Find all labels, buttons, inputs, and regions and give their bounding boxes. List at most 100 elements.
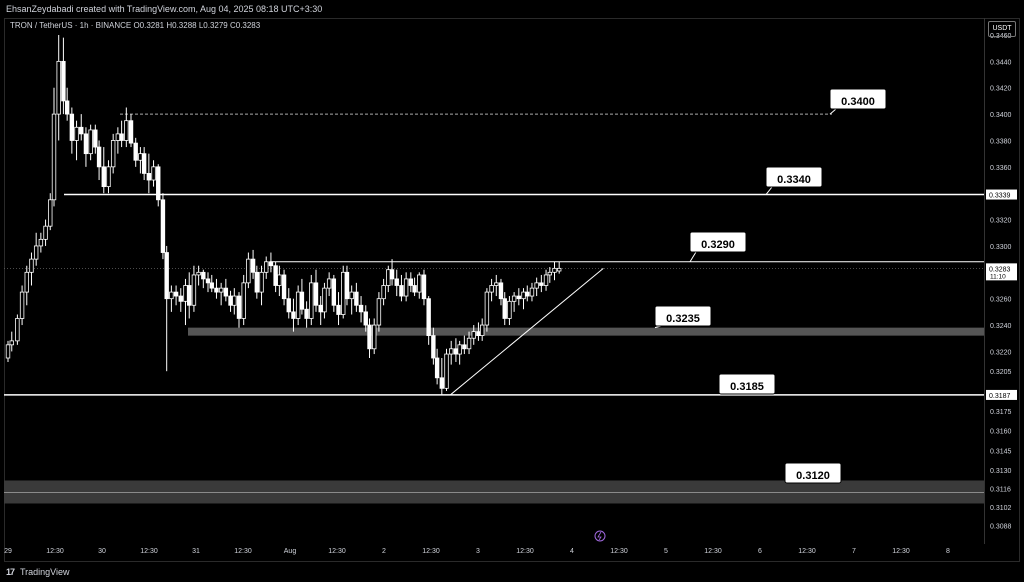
footer-brand: TradingView [20, 567, 70, 577]
price-axis-separator [984, 18, 985, 544]
candle-body [521, 291, 526, 300]
candle-body [349, 291, 354, 300]
y-tick-label: 0.3360 [990, 165, 1012, 172]
candle-body [453, 348, 459, 355]
x-tick-label: 12:30 [46, 548, 64, 555]
candle-body [214, 287, 219, 293]
annotation-label-0.3235: 0.3235 [666, 313, 700, 325]
candle-body [83, 133, 89, 155]
x-tick-label: 2 [382, 548, 386, 555]
candle-body [439, 377, 445, 389]
candle-body [9, 340, 14, 346]
candle-body [277, 274, 282, 286]
candle-body [96, 146, 102, 168]
y-tick-label: 0.3175 [990, 409, 1012, 416]
ascending-trendline [449, 267, 604, 396]
candle-body [476, 331, 481, 337]
candle-body [552, 267, 557, 273]
price-tag-text: 0.3339 [989, 193, 1011, 200]
candle-body [259, 271, 264, 293]
candle-body [434, 357, 440, 379]
candle-body [494, 282, 499, 286]
currency-button[interactable]: USDT [988, 21, 1016, 37]
candle-body [236, 295, 242, 319]
y-tick-label: 0.3116 [990, 487, 1011, 494]
x-tick-label: 12:30 [704, 548, 722, 555]
candle-body [169, 291, 174, 300]
candle-body [196, 271, 201, 276]
candle-body [183, 285, 188, 302]
x-tick-label: 7 [852, 548, 856, 555]
candle-body [286, 298, 291, 313]
candle-body [309, 282, 314, 319]
candle-body [457, 344, 462, 355]
candle-body [502, 298, 507, 319]
candle-body [363, 311, 368, 326]
candle-body [543, 274, 549, 286]
candle-body [372, 324, 377, 350]
y-tick-label: 0.3300 [990, 244, 1012, 251]
x-tick-label: 12:30 [516, 548, 534, 555]
price-tag-text: 0.3187 [989, 393, 1011, 400]
candle-body [299, 291, 305, 310]
annotation-label-0.3185: 0.3185 [730, 381, 764, 393]
y-tick-label: 0.3088 [990, 523, 1012, 530]
candle-body [264, 261, 269, 273]
x-tick-label: 31 [192, 548, 200, 555]
candle-body [408, 278, 414, 286]
candle-body [547, 271, 553, 276]
y-tick-label: 0.3220 [990, 349, 1012, 356]
candle-body [173, 291, 179, 297]
x-tick-label: 12:30 [234, 548, 252, 555]
candle-body [69, 113, 75, 141]
candle-body [29, 258, 34, 273]
x-tick-label: 12:30 [798, 548, 816, 555]
x-tick-label: 12:30 [140, 548, 158, 555]
annotation-box-0.3185 [718, 373, 776, 395]
candle-body [462, 344, 467, 350]
x-tick-label: Aug [284, 548, 297, 555]
footer: 17 TradingView [0, 562, 1024, 582]
candle-body [281, 274, 287, 300]
candle-body [74, 126, 79, 141]
candle-body [341, 271, 346, 315]
candle-body [484, 291, 490, 326]
candle-body [471, 331, 476, 339]
candle-body [344, 271, 350, 300]
candle-body [19, 291, 25, 319]
candle-body [268, 261, 274, 267]
candle-body [246, 258, 251, 284]
candle-body [322, 287, 327, 313]
candle-body [160, 199, 166, 253]
y-tick-label: 0.3420 [990, 86, 1012, 93]
annotation-label-0.3340: 0.3340 [777, 174, 811, 186]
event-marker-icon [594, 530, 606, 542]
candle-body [43, 225, 48, 240]
candle-body [326, 278, 332, 289]
annotation-box-0.3340 [765, 166, 823, 188]
candle-body [15, 318, 20, 342]
candle-body [201, 271, 206, 280]
annotation-pointer-0.3400 [829, 108, 837, 115]
candle-body [511, 295, 517, 302]
candle-body [178, 295, 183, 302]
candle-body [556, 267, 562, 272]
candle-body [115, 133, 121, 141]
candle-body [241, 282, 246, 319]
candle-body [156, 166, 161, 201]
x-tick-label: 12:30 [422, 548, 440, 555]
candle-body [250, 258, 256, 273]
y-tick-label: 0.3440 [990, 59, 1012, 66]
candle-body [232, 295, 237, 306]
x-tick-label: 12:30 [610, 548, 628, 555]
annotation-pointer-0.3340 [765, 186, 773, 195]
candle-body [479, 324, 485, 337]
candle-body [106, 166, 111, 188]
annotation-box-0.3120 [784, 462, 842, 484]
candle-body [93, 129, 98, 148]
candle-body [534, 282, 539, 289]
candle-body [164, 252, 169, 300]
price-tag-0.3283 [986, 263, 1017, 281]
candle-body [331, 278, 337, 306]
